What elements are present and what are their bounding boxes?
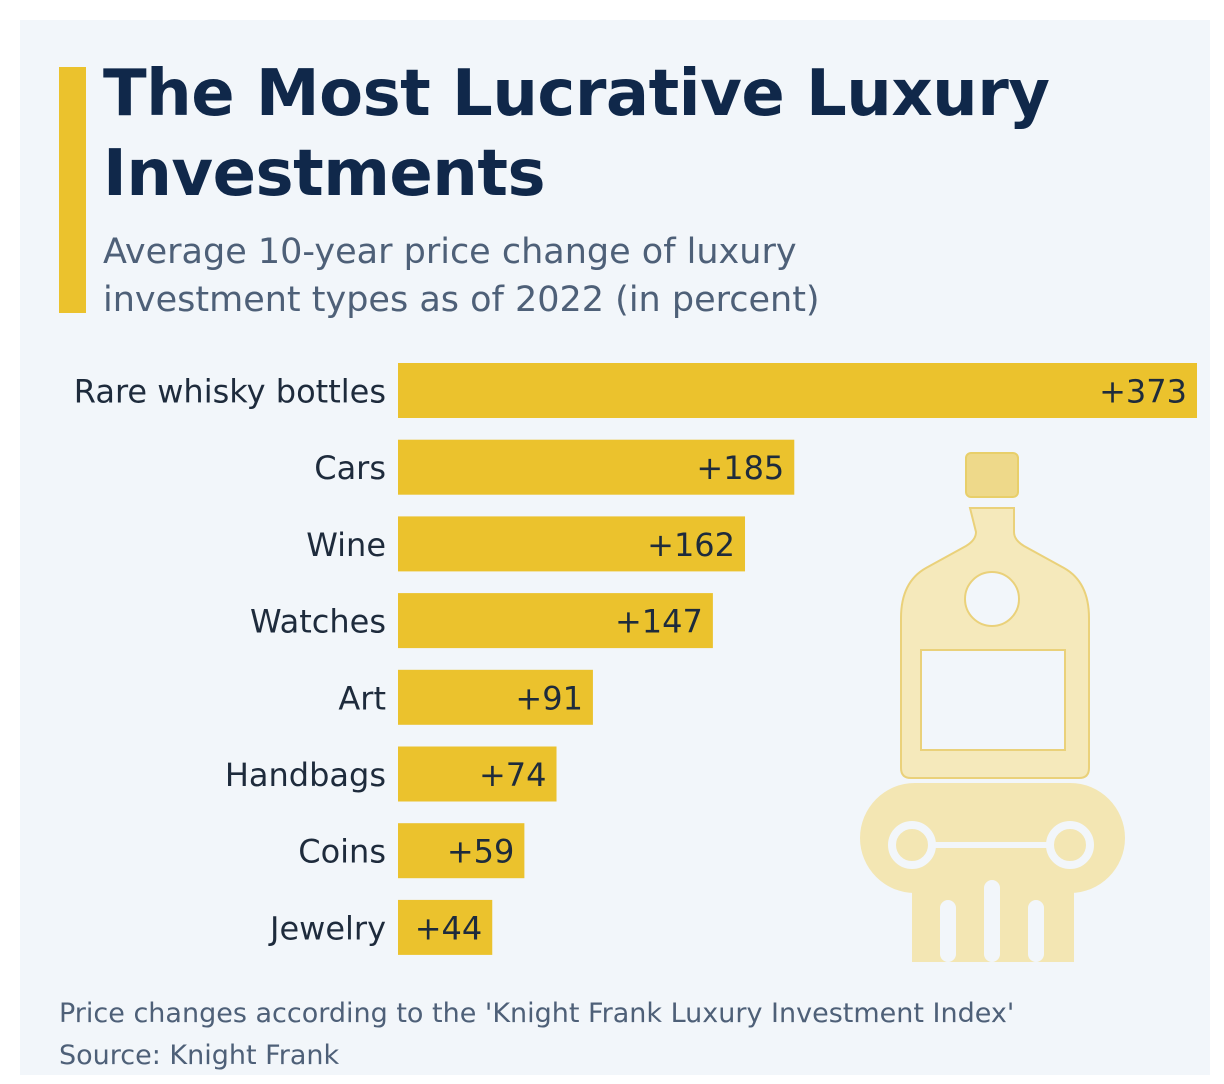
bar-jewelry <box>398 899 493 955</box>
value-label: +162 <box>647 526 735 564</box>
title-accent-bar <box>59 67 86 313</box>
category-label: Rare whisky bottles <box>74 373 386 411</box>
bar-wine <box>398 516 746 572</box>
category-label: Coins <box>298 833 386 871</box>
category-label: Wine <box>306 526 386 564</box>
bar-cars <box>398 439 795 495</box>
value-label: +185 <box>696 449 784 487</box>
bar-watches <box>398 593 713 649</box>
footer-note: Price changes according to the 'Knight F… <box>59 998 1015 1029</box>
category-label: Watches <box>250 603 386 641</box>
value-label: +373 <box>1099 373 1187 411</box>
value-label: +91 <box>515 679 583 717</box>
bar-coins <box>398 823 525 879</box>
category-label: Art <box>338 679 386 717</box>
category-label: Cars <box>314 449 386 487</box>
bar-handbags <box>398 746 557 802</box>
value-label: +59 <box>447 833 515 871</box>
bar-rare-whisky-bottles <box>398 363 1197 418</box>
category-label: Jewelry <box>268 909 386 947</box>
whisky-bottle-on-column-icon <box>860 452 1125 962</box>
category-label: Handbags <box>225 756 386 794</box>
chart-title: The Most Lucrative Luxury Investments <box>103 57 1050 211</box>
value-label: +44 <box>415 909 483 947</box>
bar-art <box>398 669 593 725</box>
value-label: +147 <box>615 603 703 641</box>
chart-footer: Price changes according to the 'Knight F… <box>59 993 1014 1077</box>
source-note: Source: Knight Frank <box>59 1040 340 1071</box>
chart-subtitle: Average 10-year price change of luxury i… <box>103 232 820 320</box>
value-label: +74 <box>479 756 547 794</box>
